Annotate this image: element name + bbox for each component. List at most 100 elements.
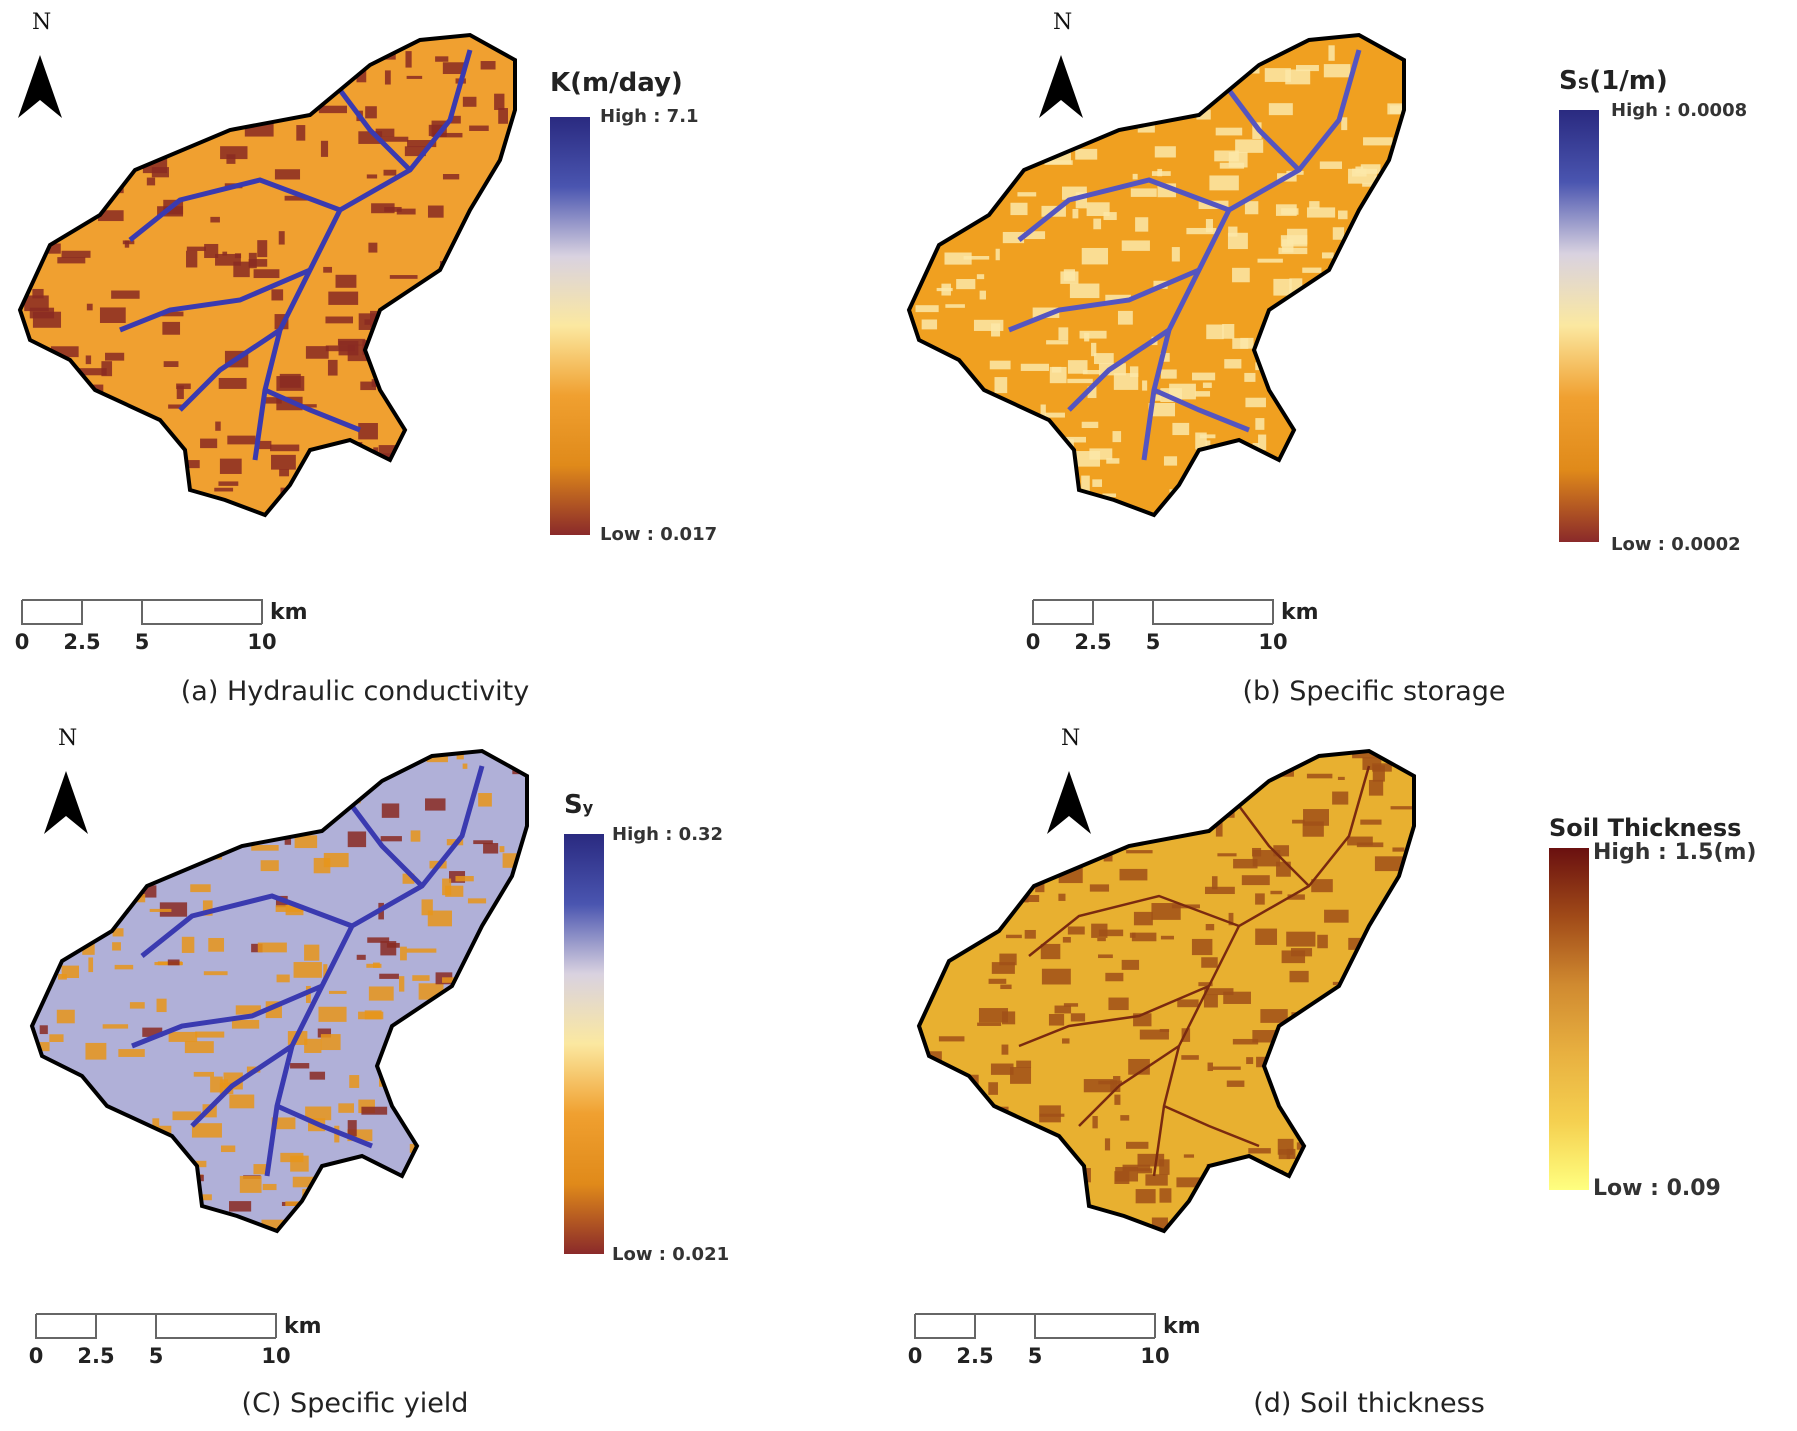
map-patch — [1384, 391, 1404, 401]
map-patch — [381, 803, 400, 818]
map-patch — [1360, 379, 1368, 391]
map-patch — [1079, 330, 1107, 339]
map-patch — [917, 352, 941, 367]
map-patch — [976, 274, 985, 280]
map-patch — [1097, 937, 1106, 942]
map-patch — [988, 64, 1003, 68]
map-patch — [463, 1118, 492, 1123]
map-patch — [292, 1176, 319, 1188]
map-patch — [1242, 54, 1257, 66]
map-patch — [397, 38, 412, 43]
map-patch — [472, 1056, 492, 1071]
map-patch — [114, 420, 130, 435]
stream-line — [128, 177, 341, 242]
map-patch — [1335, 1089, 1345, 1106]
map-patch — [20, 229, 26, 241]
map-patch — [210, 49, 241, 58]
map-patch — [959, 123, 981, 128]
map-patch — [1207, 1180, 1219, 1189]
map-patch — [1228, 792, 1235, 798]
map-patch — [1089, 884, 1110, 892]
map-patch — [113, 1198, 135, 1203]
map-patch — [1016, 1060, 1032, 1068]
map-patch — [1193, 785, 1216, 801]
map-patch — [327, 359, 338, 376]
map-patch — [944, 252, 972, 265]
map-patch — [1010, 1067, 1032, 1084]
map-patch — [1350, 1078, 1359, 1087]
map-patch — [305, 1106, 332, 1121]
map-patch — [340, 450, 356, 455]
map-patch — [69, 403, 88, 416]
map-patch — [1022, 69, 1029, 83]
map-patch — [186, 246, 206, 251]
map-patch — [438, 331, 453, 348]
map-patch — [1390, 806, 1413, 810]
map-patch — [1021, 781, 1041, 794]
legend-low-label: Low : 0.017 — [600, 524, 718, 545]
map-patch — [367, 937, 390, 943]
map-patch — [1317, 368, 1331, 374]
map-patch — [323, 964, 328, 980]
map-patch — [203, 971, 228, 976]
map-patch — [1334, 1139, 1350, 1150]
map-patch — [995, 248, 1000, 261]
map-patch — [122, 240, 135, 245]
map-patch — [279, 469, 290, 477]
map-patch — [1089, 448, 1113, 460]
map-patch — [176, 383, 191, 390]
map-patch — [1329, 279, 1348, 291]
map-patch — [931, 221, 956, 235]
map-patch — [354, 1202, 365, 1207]
map-patch — [1218, 753, 1232, 766]
map-patch — [204, 243, 219, 259]
map-patch — [167, 959, 180, 966]
stream-line — [178, 327, 282, 412]
map-patch — [235, 1005, 261, 1015]
map-patch — [949, 486, 975, 501]
map-patch — [174, 765, 192, 772]
map-patch — [1289, 970, 1309, 983]
map-patch — [406, 948, 437, 953]
map-patch — [1118, 782, 1142, 797]
map-patch — [909, 286, 913, 297]
map-patch — [1113, 373, 1139, 390]
map-patch — [29, 152, 44, 165]
map-patch — [257, 240, 268, 258]
stream-line — [1008, 267, 1200, 333]
map-patch — [1327, 1019, 1341, 1026]
map-patch — [239, 1175, 262, 1193]
map-patch — [1281, 950, 1306, 964]
map-patch — [946, 783, 952, 789]
map-patch — [41, 1159, 65, 1166]
map-patch — [388, 374, 398, 384]
legend-color-ramp — [564, 834, 604, 1254]
map-patch — [955, 117, 980, 123]
map-patch — [1073, 57, 1080, 71]
map-patch — [1337, 340, 1349, 349]
map-patch — [220, 119, 239, 128]
map-patch — [1219, 489, 1227, 505]
map-patch — [1224, 359, 1242, 369]
map-patch — [926, 371, 946, 380]
map-patch — [1368, 1063, 1376, 1069]
map-patch — [1363, 383, 1375, 400]
map-patch — [1087, 386, 1097, 399]
map-patch — [483, 843, 499, 854]
map-patch — [142, 1027, 163, 1037]
map-patch — [499, 294, 514, 302]
map-patch — [516, 916, 527, 933]
map-patch — [61, 863, 90, 871]
map-patch — [1005, 934, 1022, 939]
map-patch — [1215, 820, 1223, 837]
map-patch — [1315, 1129, 1322, 1142]
map-patch — [1292, 819, 1305, 824]
map-patch — [1159, 1188, 1172, 1203]
map-patch — [950, 1097, 981, 1107]
map-patch — [93, 75, 122, 80]
map-patch — [207, 779, 218, 785]
map-patch — [121, 480, 137, 497]
map-patch — [1048, 1014, 1065, 1026]
map-patch — [404, 146, 426, 157]
map-patch — [1222, 324, 1235, 339]
